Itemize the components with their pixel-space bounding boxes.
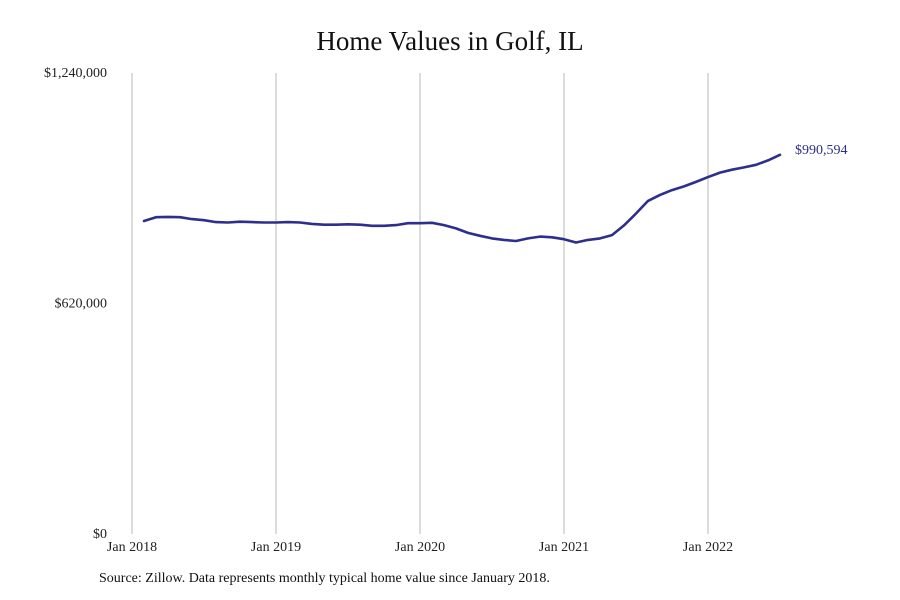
x-tick-label: Jan 2022: [683, 540, 733, 555]
y-tick-label: $0: [93, 527, 107, 542]
x-tick-label: Jan 2018: [107, 540, 157, 555]
y-axis-tick-labels: $0 $620,000 $1,240,000: [44, 66, 107, 542]
gridlines: [131, 73, 709, 534]
y-tick-label: $620,000: [55, 297, 108, 312]
x-tick-label: Jan 2019: [251, 540, 301, 555]
end-value-label: $990,594: [795, 143, 848, 158]
end-value-label-group: $990,594: [795, 143, 848, 158]
x-tick-label: Jan 2021: [539, 540, 589, 555]
x-axis-tick-labels: Jan 2018 Jan 2019 Jan 2020 Jan 2021 Jan 2022: [107, 540, 733, 555]
source-note: Source: Zillow. Data represents monthly …: [99, 571, 550, 586]
y-tick-label: $1,240,000: [44, 66, 107, 81]
x-tick-label: Jan 2020: [395, 540, 445, 555]
chart-title: Home Values in Golf, IL: [316, 26, 584, 56]
series-line-group: [142, 153, 782, 244]
series-line: [142, 153, 782, 244]
